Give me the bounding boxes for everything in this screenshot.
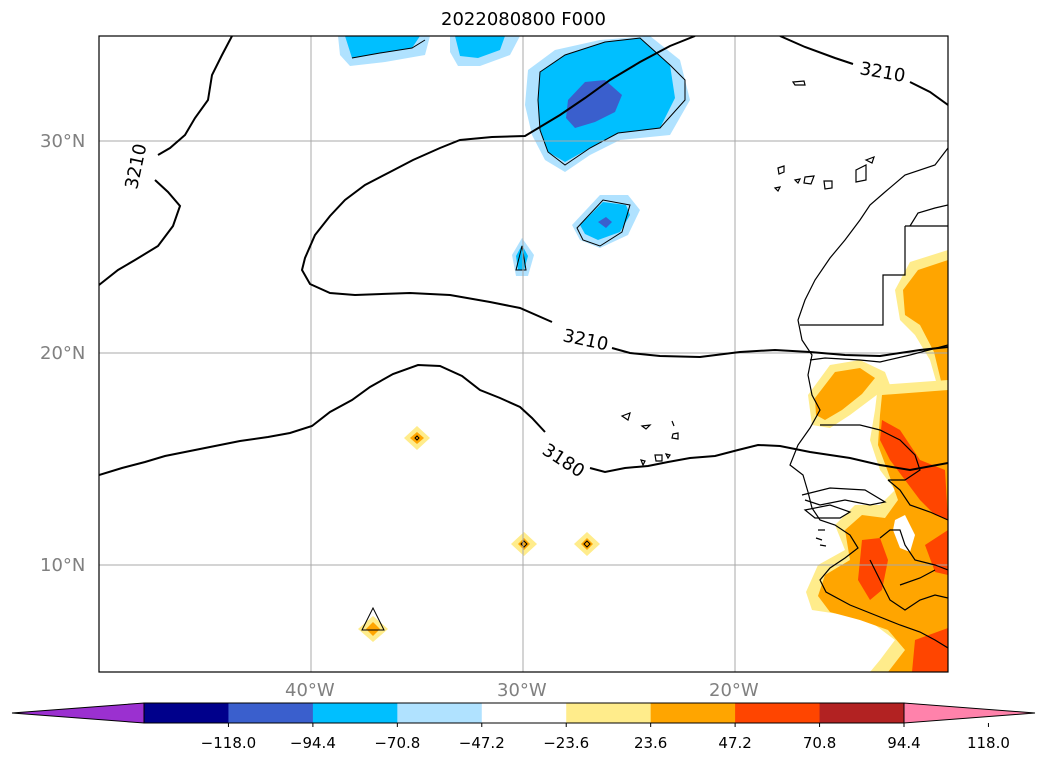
madeira-islands xyxy=(791,80,806,86)
colorbar-cell xyxy=(397,703,483,723)
coastline-detail xyxy=(803,504,852,519)
contour-3180-east xyxy=(589,443,948,474)
canary-islands xyxy=(773,155,875,193)
colorbar-cell xyxy=(228,703,314,723)
africa-coastline xyxy=(789,147,948,649)
fill-orange-region xyxy=(410,432,424,444)
colorbar-cell xyxy=(735,703,821,723)
colorbar-cell xyxy=(481,703,567,723)
contour-label: 3210 xyxy=(121,142,151,191)
colorbar-cell xyxy=(650,703,736,723)
map-title: 2022080800 F000 xyxy=(441,9,606,30)
colorbar-extend-right xyxy=(903,702,1036,724)
contour-label: 3210 xyxy=(561,325,610,355)
height-contours xyxy=(99,36,948,476)
lat-label-10n: 10°N xyxy=(40,555,86,576)
gridlines xyxy=(99,36,948,672)
colorbar-tick-label: −118.0 xyxy=(200,734,257,752)
fill-orange-region xyxy=(903,260,948,395)
colorbar-tick-label: −47.2 xyxy=(458,734,505,752)
colorbar-tick-label: −94.4 xyxy=(289,734,336,752)
negative-anomaly-fills xyxy=(338,36,690,276)
contour-label: 3210 xyxy=(858,58,907,87)
contour-3210-ne-edge xyxy=(909,81,948,106)
cape-verde-islands xyxy=(620,412,679,467)
contour-3210-northeast xyxy=(779,36,854,65)
fill-royal-blue-region xyxy=(566,80,622,128)
colorbar-cell xyxy=(566,703,652,723)
fill-orange-red-region xyxy=(925,530,948,575)
colorbar-cells xyxy=(144,703,905,723)
contour-labels: 3210 3210 3210 3180 xyxy=(121,58,907,482)
colorbar-ticks xyxy=(227,723,989,727)
lon-label-20w: 20°W xyxy=(709,680,759,701)
colorbar-cell xyxy=(312,703,398,723)
fill-royal-blue-region xyxy=(598,217,612,228)
colorbar-tick-label: 47.2 xyxy=(718,734,752,752)
anomaly-outline-contours xyxy=(351,37,686,631)
contour-3210-east xyxy=(611,346,948,359)
map-area: 3210 3210 3210 3180 xyxy=(99,36,948,672)
colorbar-tick-label: 23.6 xyxy=(633,734,668,752)
fill-orange-region xyxy=(366,622,380,636)
country-borders xyxy=(800,204,948,611)
colorbar xyxy=(11,702,1036,727)
lat-label-20n: 20°N xyxy=(40,343,86,364)
fill-deep-sky-blue-region xyxy=(455,36,505,58)
coastlines xyxy=(620,80,948,649)
coastline-detail xyxy=(801,487,887,506)
fill-orange-region xyxy=(815,368,875,420)
fill-orange-red-region xyxy=(858,538,888,600)
colorbar-extend-left xyxy=(11,702,145,724)
colorbar-cell xyxy=(144,703,229,723)
contour-label: 3180 xyxy=(538,440,588,483)
map-frame xyxy=(98,35,949,673)
fill-orange-red-region xyxy=(912,628,948,672)
fill-orange-region xyxy=(518,538,530,550)
colorbar-tick-label: −23.6 xyxy=(543,734,590,752)
colorbar-tick-label: 70.8 xyxy=(802,734,837,752)
colorbar-tick-label: 94.4 xyxy=(887,734,921,752)
fill-white-region xyxy=(893,515,915,552)
guinea-bissau-islands xyxy=(815,529,827,547)
lon-label-40w: 40°W xyxy=(285,680,335,701)
colorbar-cell xyxy=(819,703,905,723)
lon-label-30w: 30°W xyxy=(497,680,547,701)
lat-label-30n: 30°N xyxy=(40,131,86,152)
colorbar-frame xyxy=(143,702,905,724)
fill-deep-sky-blue-region xyxy=(345,36,420,58)
contour-3180 xyxy=(99,363,546,476)
contour-3210-loop xyxy=(300,36,696,323)
colorbar-tick-label: 118.0 xyxy=(966,734,1010,752)
contour-3210-west xyxy=(99,179,182,286)
contour-3210-northwest xyxy=(157,36,233,156)
fill-orange-region xyxy=(581,538,593,550)
colorbar-tick-label: −70.8 xyxy=(374,734,421,752)
